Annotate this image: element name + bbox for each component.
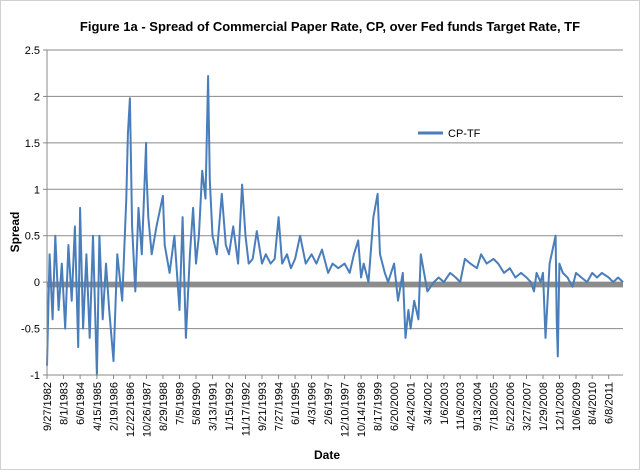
- y-tick-label: 2: [34, 91, 40, 103]
- x-tick-label: 7/27/1994: [274, 382, 286, 431]
- x-tick-label: 1/29/2008: [538, 382, 550, 431]
- x-tick-label: 6/8/2011: [604, 382, 616, 424]
- x-tick-label: 2/19/1986: [109, 382, 121, 431]
- x-tick-label: 5/22/2006: [505, 382, 517, 431]
- x-tick-label: 3/4/2002: [422, 382, 434, 425]
- series-line-cp-tf: [46, 75, 624, 376]
- x-tick-label: 4/24/2001: [406, 382, 418, 431]
- x-tick-label: 4/15/1985: [92, 382, 104, 431]
- x-tick-label: 5/8/1990: [191, 382, 203, 425]
- x-tick-label: 10/14/1998: [356, 382, 368, 437]
- y-tick-label: 0: [34, 277, 40, 289]
- x-tick-label: 2/6/1997: [323, 382, 335, 425]
- x-tick-label: 12/10/1997: [340, 382, 352, 437]
- legend-label-cp-tf: CP-TF: [448, 128, 481, 140]
- y-tick-label: -0.5: [21, 324, 40, 336]
- x-tick-label: 1/6/2003: [439, 382, 451, 425]
- y-tick-label: 1.5: [25, 138, 40, 150]
- x-tick-label: 6/1/1995: [290, 382, 302, 425]
- x-tick-label: 12/1/2008: [554, 382, 566, 431]
- x-tick-label: 3/27/2007: [521, 382, 533, 431]
- x-axis-label: Date: [314, 448, 340, 462]
- y-tick-label: 1: [34, 184, 40, 196]
- series-layer: [46, 75, 624, 376]
- x-tick-label: 6/20/2000: [389, 382, 401, 431]
- x-axis-ticks: 9/27/1982 8/1/1983 6/6/1984 4/15/1985 2/19/1…: [42, 375, 616, 437]
- x-tick-label: 8/1/1983: [59, 382, 71, 425]
- x-tick-label: 10/6/2009: [571, 382, 583, 431]
- x-tick-label: 11/17/1992: [241, 382, 253, 436]
- x-tick-label: 6/6/1984: [75, 382, 87, 425]
- x-tick-label: 7/5/1989: [175, 382, 187, 425]
- legend: CP-TF: [418, 128, 481, 140]
- y-axis-ticks: -1 -0.5 0 0.5 1 1.5 2 2.5: [21, 45, 47, 382]
- y-tick-label: 0.5: [25, 231, 40, 243]
- x-tick-label: 1/15/1992: [224, 382, 236, 431]
- x-tick-label: 9/21/1993: [257, 382, 269, 431]
- x-tick-label: 8/29/1988: [158, 382, 170, 431]
- x-tick-label: 11/6/2003: [455, 382, 467, 430]
- y-tick-label: -1: [30, 370, 40, 382]
- x-tick-label: 4/3/1996: [307, 382, 319, 425]
- y-axis-label: Spread: [8, 212, 22, 253]
- x-tick-label: 7/18/2005: [488, 382, 500, 431]
- x-tick-label: 9/27/1982: [42, 382, 54, 431]
- x-tick-label: 10/26/1987: [141, 382, 153, 437]
- x-tick-label: 12/22/1986: [125, 382, 137, 437]
- x-tick-label: 8/4/2010: [587, 382, 599, 425]
- chart-title: Figure 1a - Spread of Commercial Paper R…: [80, 19, 580, 34]
- x-tick-label: 8/17/1999: [373, 382, 385, 431]
- x-tick-label: 3/13/1991: [208, 382, 220, 431]
- x-tick-label: 9/13/2004: [472, 382, 484, 431]
- y-tick-label: 2.5: [25, 45, 40, 57]
